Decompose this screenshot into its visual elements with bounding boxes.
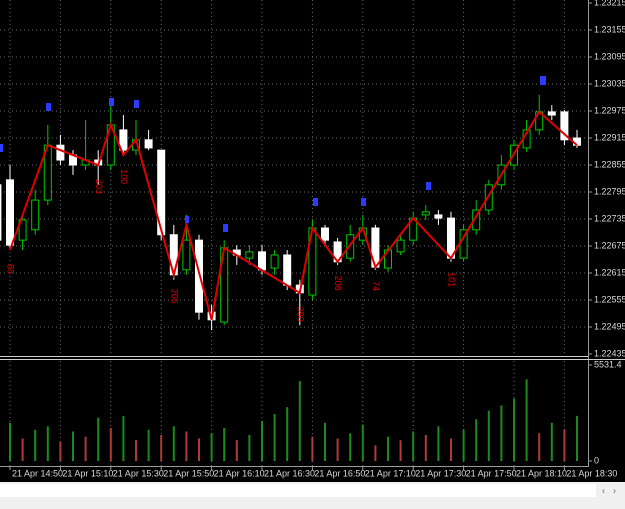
y-tick-label: 1.22495 bbox=[594, 321, 625, 331]
candle-body bbox=[119, 129, 128, 151]
candle-body bbox=[157, 149, 166, 236]
marker bbox=[46, 103, 51, 111]
marker bbox=[134, 100, 139, 108]
candle-body bbox=[396, 239, 405, 253]
candle-body bbox=[31, 199, 40, 231]
y-tick-label: 1.22855 bbox=[594, 159, 625, 169]
candle-body bbox=[144, 139, 153, 149]
zigzag-label: 85 bbox=[6, 264, 16, 274]
candle-body bbox=[421, 211, 430, 216]
candle-body bbox=[321, 227, 329, 241]
x-tick-label: 21 Apr 14:50 bbox=[12, 468, 63, 478]
y-tick-label: 1.22555 bbox=[594, 294, 625, 304]
candle-body bbox=[0, 184, 2, 241]
scroll-right[interactable]: › bbox=[613, 485, 616, 495]
x-tick-label: 21 Apr 15:30 bbox=[113, 468, 164, 478]
x-tick-label: 21 Apr 17:10 bbox=[365, 468, 416, 478]
x-tick-label: 21 Apr 18:30 bbox=[566, 468, 617, 478]
y2-tick-label: 5531.4 bbox=[594, 359, 622, 369]
y-tick-label: 1.23035 bbox=[594, 78, 625, 88]
y-tick-label: 1.22435 bbox=[594, 348, 625, 358]
x-tick-label: 21 Apr 16:10 bbox=[214, 468, 265, 478]
zigzag-label: 203 bbox=[94, 179, 104, 194]
marker bbox=[540, 76, 546, 85]
candle-body bbox=[6, 179, 14, 246]
x-tick-label: 21 Apr 17:30 bbox=[415, 468, 466, 478]
y-tick-label: 1.22615 bbox=[594, 267, 625, 277]
zigzag-label: 100 bbox=[119, 169, 129, 184]
scrollbar-track[interactable] bbox=[0, 484, 596, 497]
y-tick-label: 1.22795 bbox=[594, 186, 625, 196]
y-tick-label: 1.23095 bbox=[594, 51, 625, 61]
candle-body bbox=[258, 251, 266, 271]
x-tick-label: 21 Apr 16:30 bbox=[264, 468, 315, 478]
marker bbox=[223, 224, 228, 232]
candle-body bbox=[447, 217, 455, 259]
marker bbox=[426, 182, 431, 190]
marker bbox=[185, 216, 189, 223]
y2-tick-label: 0 bbox=[594, 455, 599, 465]
y-tick-label: 1.22975 bbox=[594, 105, 625, 115]
candle-body bbox=[547, 111, 556, 116]
candle-body bbox=[434, 214, 443, 219]
plot: 1.23215 1.23155 1.23095 1.23035 1.22975 1.229… bbox=[0, 0, 625, 478]
candle-body bbox=[245, 251, 254, 259]
candle-body bbox=[560, 111, 569, 141]
zigzag-label: 206 bbox=[333, 276, 343, 291]
zigzag-label: 205 bbox=[169, 289, 179, 304]
arrow-markers bbox=[0, 76, 546, 232]
candle-body bbox=[18, 219, 27, 241]
scroll-left[interactable]: ‹ bbox=[602, 485, 605, 495]
candle-body bbox=[56, 144, 65, 161]
zigzag-label: 390 bbox=[295, 307, 305, 322]
candle-body bbox=[472, 209, 481, 231]
zigzag-label: 74 bbox=[371, 281, 381, 291]
x-tick-label: 21 Apr 18:10 bbox=[516, 468, 567, 478]
marker bbox=[0, 144, 3, 152]
candle-body bbox=[182, 239, 191, 271]
candle-body bbox=[283, 254, 292, 286]
zigzag-label: 101 bbox=[447, 272, 457, 287]
x-tick-label: 21 Apr 17:50 bbox=[466, 468, 517, 478]
marker bbox=[109, 98, 114, 106]
x-tick-label: 21 Apr 16:50 bbox=[314, 468, 365, 478]
y-tick-label: 1.22735 bbox=[594, 213, 625, 223]
marker bbox=[313, 198, 318, 206]
marker bbox=[361, 198, 366, 206]
candle-body bbox=[270, 254, 279, 269]
x-tick-label: 21 Apr 15:50 bbox=[163, 468, 214, 478]
y-tick-label: 1.22915 bbox=[594, 132, 625, 142]
y-tick-label: 1.23155 bbox=[594, 24, 625, 34]
y-tick-label: 1.23215 bbox=[594, 0, 625, 7]
y-tick-label: 1.22675 bbox=[594, 240, 625, 250]
zigzag-line bbox=[9, 110, 578, 321]
x-tick-label: 21 Apr 15:10 bbox=[62, 468, 113, 478]
